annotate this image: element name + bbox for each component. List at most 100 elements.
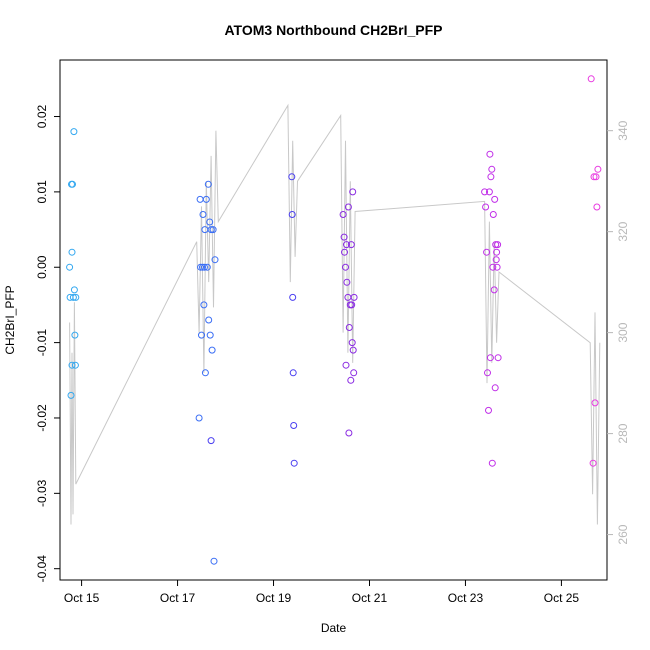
data-point [289,293,297,301]
data-point [208,346,216,354]
data-point [589,459,597,467]
data-point [197,263,205,271]
data-point [348,301,356,309]
data-point [491,384,499,392]
data-point [202,195,210,203]
data-point [341,248,348,256]
data-point [198,331,205,339]
data-point [345,429,353,437]
data-point [492,241,500,249]
data-point [205,316,213,324]
y-tick-label: -0.02 [35,404,49,432]
data-point [350,369,358,377]
data-point [288,211,296,218]
x-tick-label: Oct 25 [544,591,580,605]
y-axis-label: CH2BrI_PFP [3,285,17,354]
data-point [488,165,496,173]
data-point [199,263,206,271]
y2-tick-label: 260 [616,524,630,544]
y2-axis: 260 280 300 320 340 [607,120,630,545]
data-point [594,165,602,173]
y-tick-label: 0.00 [35,255,49,279]
y-tick-label: 0.01 [35,180,49,204]
data-point [196,195,204,203]
y2-tick-label: 340 [616,120,630,140]
secondary-trace-line [69,103,601,525]
data-point [494,241,502,249]
data-point [68,248,76,256]
data-point [590,173,598,181]
data-point [345,324,353,331]
data-point [587,75,595,83]
data-point [211,256,219,264]
data-point [201,369,209,377]
data-point [348,339,356,347]
data-point [204,180,212,188]
y-tick-label: -0.01 [35,329,49,357]
data-point [72,293,80,301]
secondary-trace [69,103,601,525]
data-point [207,437,215,445]
data-point [343,241,350,249]
data-point [342,263,349,271]
data-point [485,188,493,196]
data-point [342,361,350,369]
data-point [494,354,502,362]
y2-tick-label: 300 [616,322,630,342]
plot-area-border [59,59,608,581]
data-point [210,557,218,565]
x-axis-label: Date [321,621,347,635]
y2-tick-label: 280 [616,423,630,443]
data-point [68,361,76,369]
data-point [66,263,74,271]
data-point [350,293,358,301]
data-point [203,263,211,271]
data-point [206,331,214,339]
data-point [592,173,600,181]
data-point [200,263,208,271]
data-point [70,128,78,136]
data-point [289,369,297,377]
data-point [487,173,495,181]
data-point [71,331,79,339]
data-point [67,391,75,399]
x-tick-label: Oct 19 [256,591,292,605]
y-axis: -0.04 -0.03 -0.02 -0.01 0.00 0.01 0.02 [35,105,60,582]
data-point [209,226,217,234]
data-point [339,211,347,218]
data-point [493,248,501,256]
data-point [71,361,79,369]
data-point [344,293,352,301]
data-point [343,278,351,286]
data-point [199,211,207,218]
data-point [492,256,500,264]
data-point [349,346,357,354]
data-point [288,173,296,181]
chart-title: ATOM3 Northbound CH2BrI_PFP [224,22,442,38]
y2-tick-label: 320 [616,221,630,241]
x-tick-label: Oct 15 [64,591,100,605]
data-point [483,248,491,256]
data-point [591,399,599,407]
data-point [349,188,357,196]
y-tick-label: -0.03 [35,479,49,507]
data-point [290,422,298,429]
data-point [489,263,497,271]
data-point [70,286,78,294]
data-point [195,414,203,422]
data-point [593,203,601,211]
data-point [486,354,494,362]
data-point [490,286,498,294]
data-point [340,233,348,241]
data-points [66,75,602,565]
data-point [481,188,489,196]
data-point [491,195,499,203]
data-point [69,180,76,188]
data-point [200,301,208,309]
data-point [486,150,494,158]
data-point [69,293,77,301]
data-point [347,241,355,249]
data-point [484,369,491,377]
data-point [344,203,352,211]
